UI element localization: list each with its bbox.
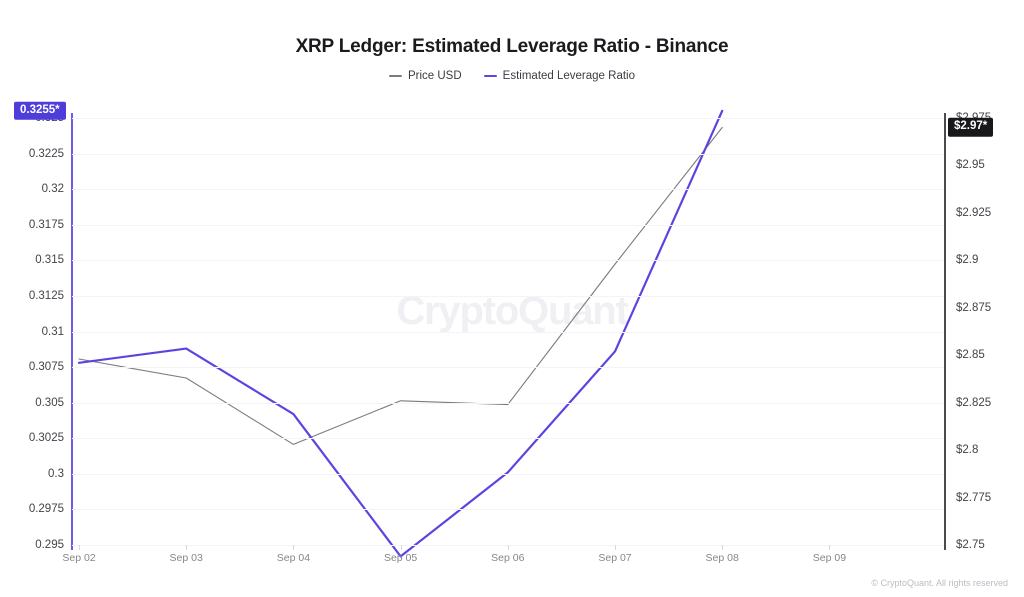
right-axis-tick-label: $2.75 [956,539,985,551]
left-axis-current-value-badge: 0.3255* [14,101,66,121]
chart-legend: Price USD Estimated Leverage Ratio [0,70,1024,82]
left-axis-tick-label: 0.31 [41,325,64,338]
x-axis-tick-label: Sep 06 [491,552,525,564]
legend-swatch-icon [483,75,497,77]
left-axis-tick-label: 0.2975 [28,503,64,516]
x-axis-tick-mark [507,545,509,550]
plot-area [72,109,944,558]
grid-line [72,224,944,226]
x-axis-tick-label: Sep 08 [705,552,739,564]
x-axis-tick-label: Sep 07 [598,552,632,564]
left-axis-tick-label: 0.3125 [28,289,64,302]
grid-line [72,118,944,119]
grid-line [72,402,944,404]
right-axis-tick-label: $2.95 [956,159,985,172]
grid-line [72,189,944,191]
grid-line [72,438,944,440]
left-axis-tick-label: 0.3025 [28,432,64,445]
grid-line [72,367,944,369]
copyright-footer: © CryptoQuant. All rights reserved [871,578,1008,588]
grid-line [72,295,944,297]
right-axis-tick-label: $2.8 [956,444,979,457]
series-line-price-usd [78,126,723,445]
left-axis-tick-label: 0.315 [35,254,64,267]
grid-line [72,509,944,511]
page-title: XRP Ledger: Estimated Leverage Ratio - B… [295,36,729,57]
x-axis-tick-mark [400,545,402,550]
right-axis-tick-label: $2.9 [956,254,979,267]
x-axis-tick-mark [293,545,295,550]
x-axis-tick-label: Sep 09 [812,552,847,564]
right-axis-ticks: $2.75 $2.775 $2.8 $2.825 $2.85 $2.875 $2.9 $2.9… [956,0,1024,597]
left-axis-tick-label: 0.3075 [28,361,64,374]
x-axis-tick-label: Sep 03 [169,552,203,564]
right-axis-spine [944,113,946,550]
left-axis-tick-label: 0.3225 [28,147,64,160]
legend-swatch-icon [388,75,402,77]
x-axis-tick-label: Sep 05 [383,552,418,564]
x-axis-tick-label: Sep 04 [276,552,311,564]
series-layer [77,109,724,558]
left-axis-tick-label: 0.3175 [28,218,64,231]
right-axis-tick-label: $2.875 [956,301,992,314]
x-axis-tick-mark [722,545,724,550]
right-axis-current-value-badge: $2.97* [948,118,994,137]
legend-estimated-leverage-ratio[interactable]: Estimated Leverage Ratio [483,70,635,82]
x-axis-tick-mark [186,545,188,550]
x-axis-tick-mark [615,545,616,550]
grid-line [72,153,944,155]
legend-price-usd[interactable]: Price USD [388,70,462,82]
right-axis-tick-label: $2.85 [956,349,985,362]
series-line-leverage-ratio [77,109,724,558]
right-axis-tick-label: $2.925 [956,206,992,219]
grid-line [72,331,944,333]
legend-label: Price USD [407,70,462,82]
x-axis-tick-mark [829,545,831,550]
x-axis-tick-label: Sep 02 [62,552,96,564]
x-axis-tick-mark [79,545,80,550]
right-axis-tick-label: $2.825 [956,396,992,409]
grid-line [72,260,944,262]
right-axis-tick-label: $2.775 [956,491,992,504]
left-axis-tick-label: 0.295 [35,539,64,551]
left-axis-tick-label: 0.3 [48,467,64,480]
left-axis-ticks: 0.295 0.2975 0.3 0.3025 0.305 0.3075 0.31 0.312… [0,0,64,597]
grid-line [72,473,944,475]
legend-label: Estimated Leverage Ratio [502,70,635,82]
left-axis-tick-label: 0.305 [35,396,64,409]
left-axis-tick-label: 0.32 [41,183,64,196]
